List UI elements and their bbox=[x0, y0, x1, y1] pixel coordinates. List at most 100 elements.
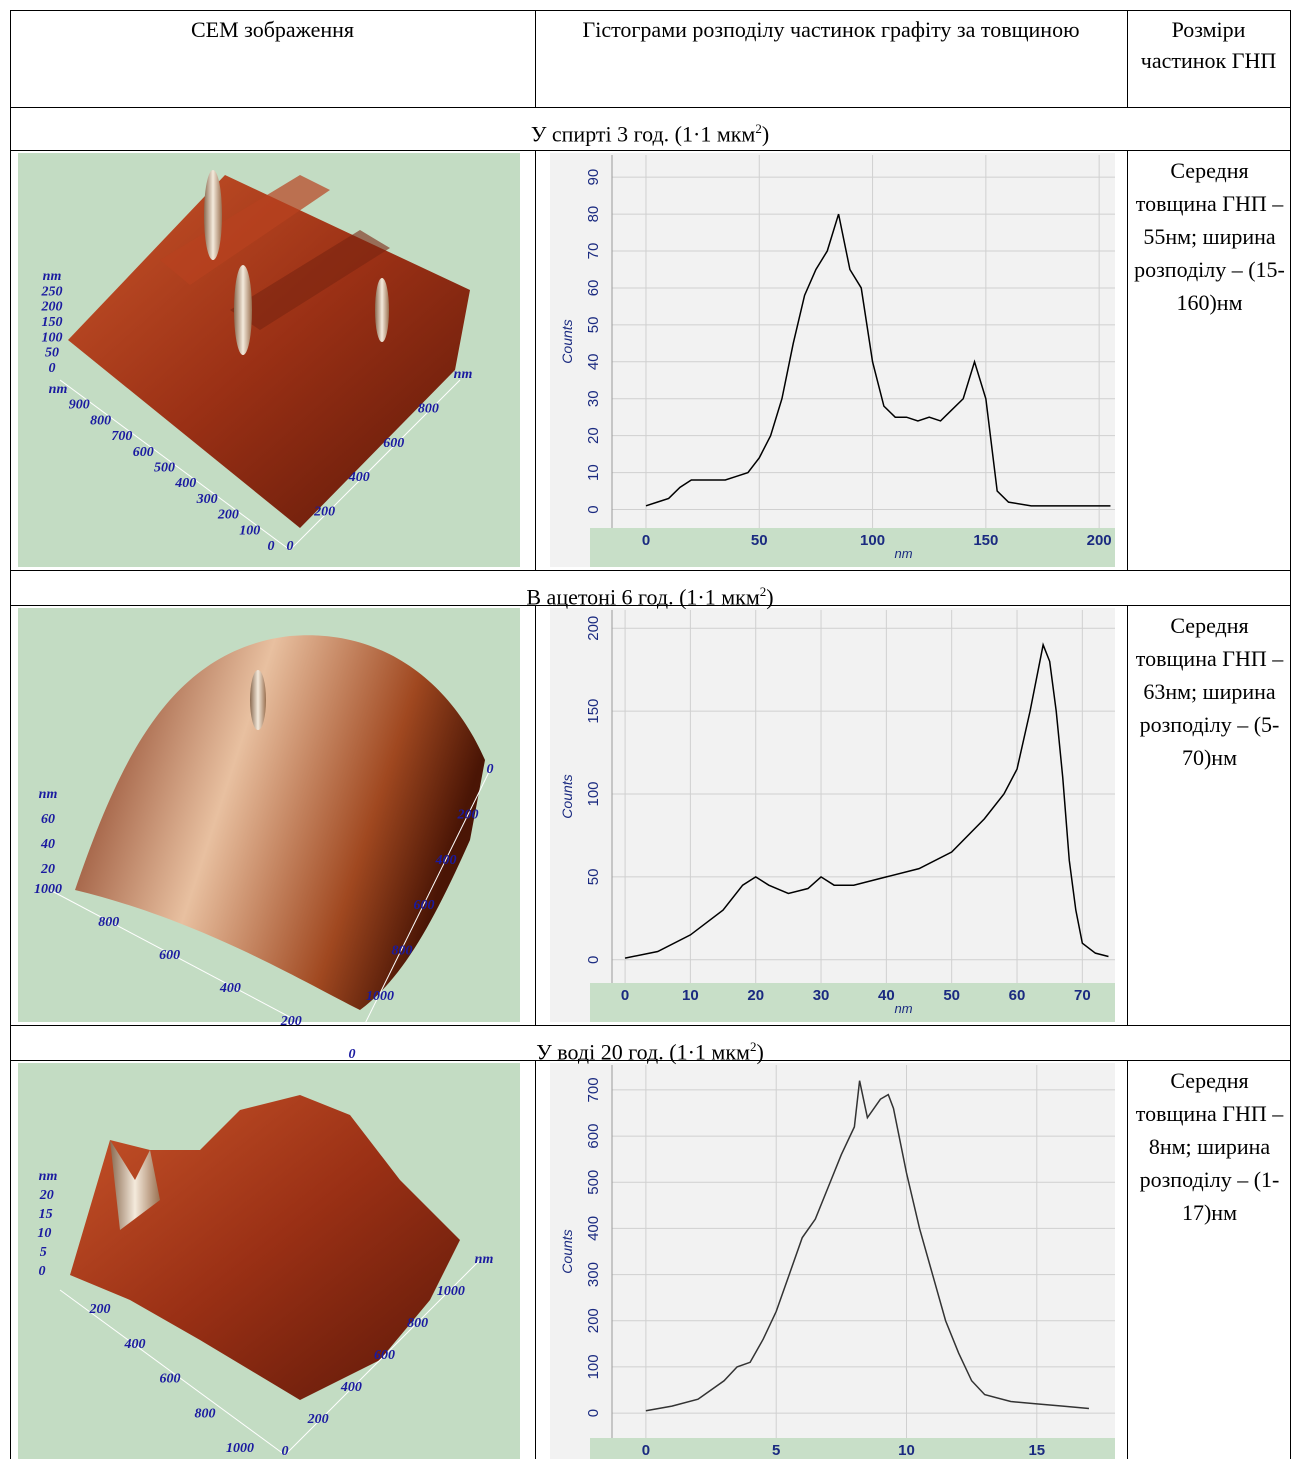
histogram: 0 50 100 150 200 0 10 20 30 40 50 60 70 80 90 Counts nm bbox=[559, 155, 1115, 567]
image-axis-label: 40 bbox=[40, 837, 55, 852]
image-axis-label: 1000 bbox=[437, 1284, 465, 1299]
image-axis-label: nm bbox=[43, 269, 62, 284]
image-axis-label: 250 bbox=[41, 284, 63, 299]
superscript: 2 bbox=[749, 1039, 757, 1054]
image-axis-label: 100 bbox=[239, 523, 260, 538]
y-tick-label: 10 bbox=[585, 464, 602, 481]
x-tick-label: 60 bbox=[1009, 987, 1026, 1004]
image-axis-label: 0 bbox=[487, 762, 494, 777]
image-axis-label: 20 bbox=[40, 862, 55, 877]
image-axis-label: 600 bbox=[159, 948, 180, 963]
x-tick-label: 100 bbox=[860, 532, 885, 549]
table-rule bbox=[10, 1060, 1290, 1061]
image-axis-label: nm bbox=[475, 1252, 494, 1267]
image-axis-label: 200 bbox=[217, 508, 239, 523]
table-rule bbox=[10, 10, 11, 1459]
x-tick-label: 10 bbox=[898, 1442, 915, 1459]
x-tick-label: 0 bbox=[642, 532, 650, 549]
x-axis-label: nm bbox=[894, 1001, 912, 1016]
image-axis-label: 600 bbox=[160, 1372, 181, 1387]
y-tick-label: 90 bbox=[585, 169, 602, 186]
section-text: ) bbox=[766, 584, 774, 610]
table-rule bbox=[10, 1025, 1290, 1026]
x-tick-label: 20 bbox=[747, 987, 764, 1004]
image-axis-label: nm bbox=[454, 367, 473, 382]
x-tick-label: 0 bbox=[642, 1442, 650, 1459]
y-tick-label: 40 bbox=[585, 353, 602, 370]
image-axis-label: 50 bbox=[45, 346, 59, 361]
image-axis-label: 200 bbox=[313, 505, 335, 520]
x-axis-label: nm bbox=[894, 546, 912, 561]
chart-bg bbox=[550, 608, 1115, 1022]
y-tick-label: 600 bbox=[585, 1124, 602, 1149]
image-axis-label: 800 bbox=[90, 413, 111, 428]
image-axis-label: 400 bbox=[219, 981, 241, 996]
x-tick-label: 30 bbox=[813, 987, 830, 1004]
section-text: ) bbox=[761, 121, 770, 147]
y-axis-label: Counts bbox=[559, 1229, 575, 1273]
chart-bg bbox=[550, 153, 1115, 567]
image-axis-label: 0 bbox=[349, 1047, 356, 1062]
image-axis-label: 600 bbox=[374, 1348, 395, 1363]
axis-band bbox=[590, 528, 1115, 567]
image-axis-label: 800 bbox=[392, 944, 413, 959]
image-axis-label: 300 bbox=[196, 492, 218, 507]
y-tick-label: 700 bbox=[585, 1077, 602, 1102]
y-tick-label: 50 bbox=[585, 869, 602, 886]
y-tick-label: 200 bbox=[585, 1308, 602, 1333]
image-axis-label: 400 bbox=[435, 853, 457, 868]
image-axis-label: 800 bbox=[98, 915, 119, 930]
y-tick-label: 20 bbox=[585, 427, 602, 444]
y-tick-label: 70 bbox=[585, 243, 602, 260]
y-tick-label: 0 bbox=[585, 1409, 602, 1417]
image-axis-label: nm bbox=[39, 787, 58, 802]
table-rule bbox=[1127, 605, 1128, 1025]
table-rule bbox=[1127, 10, 1128, 107]
y-axis-label: Counts bbox=[559, 774, 575, 818]
x-tick-label: 50 bbox=[943, 987, 960, 1004]
superscript: 2 bbox=[759, 584, 767, 599]
image-axis-label: 800 bbox=[195, 1406, 216, 1421]
image-axis-label: 600 bbox=[383, 436, 404, 451]
x-tick-label: 40 bbox=[878, 987, 895, 1004]
section-text: ) bbox=[756, 1039, 764, 1065]
image-axis-label: 1000 bbox=[34, 882, 62, 897]
histogram-line bbox=[645, 213, 1111, 507]
y-tick-label: 400 bbox=[585, 1216, 602, 1241]
image-axis-label: 200 bbox=[307, 1412, 329, 1427]
image-axis-label: 20 bbox=[39, 1188, 54, 1203]
image-axis-label: 400 bbox=[174, 476, 196, 491]
histogram: 0 10 20 30 40 50 60 70 0 50 100 150 200 Counts nm bbox=[559, 610, 1115, 1022]
x-tick-label: 5 bbox=[772, 1442, 780, 1459]
table-rule bbox=[535, 605, 536, 1025]
y-tick-label: 80 bbox=[585, 206, 602, 223]
sem-image bbox=[18, 1063, 520, 1459]
section-title: В ацетоні 6 год. (1·1 мкм2) bbox=[10, 576, 1290, 612]
image-axis-label: 150 bbox=[42, 315, 63, 330]
x-tick-label: 70 bbox=[1074, 987, 1091, 1004]
image-axis-label: 800 bbox=[418, 401, 439, 416]
section-text: У воді 20 год. (1·1 мкм bbox=[536, 1039, 750, 1065]
image-axis-label: 200 bbox=[89, 1302, 111, 1317]
image-axis-label: 0 bbox=[49, 361, 56, 376]
y-tick-label: 500 bbox=[585, 1170, 602, 1195]
image-axis-label: 5 bbox=[40, 1245, 47, 1260]
image-axis-label: 400 bbox=[348, 470, 370, 485]
image-axis-label: nm bbox=[39, 1169, 58, 1184]
image-axis-label: 100 bbox=[42, 330, 63, 345]
y-tick-label: 100 bbox=[585, 1354, 602, 1379]
table-rule bbox=[10, 10, 1290, 11]
histogram-line bbox=[624, 642, 1109, 959]
table-rule bbox=[535, 1060, 536, 1459]
y-tick-label: 300 bbox=[585, 1262, 602, 1287]
image-axis-label: 0 bbox=[39, 1264, 46, 1279]
x-tick-label: 15 bbox=[1028, 1442, 1045, 1459]
x-axis-label: nm bbox=[894, 1456, 912, 1459]
image-axis-label: 15 bbox=[39, 1207, 53, 1222]
header-cell: Розміри частинок ГНП bbox=[1140, 17, 1277, 73]
image-axis-label: 800 bbox=[407, 1316, 428, 1331]
image-axis-label: 500 bbox=[154, 461, 175, 476]
image-axis-label: 1000 bbox=[226, 1441, 254, 1456]
histogram-line bbox=[645, 1080, 1090, 1412]
